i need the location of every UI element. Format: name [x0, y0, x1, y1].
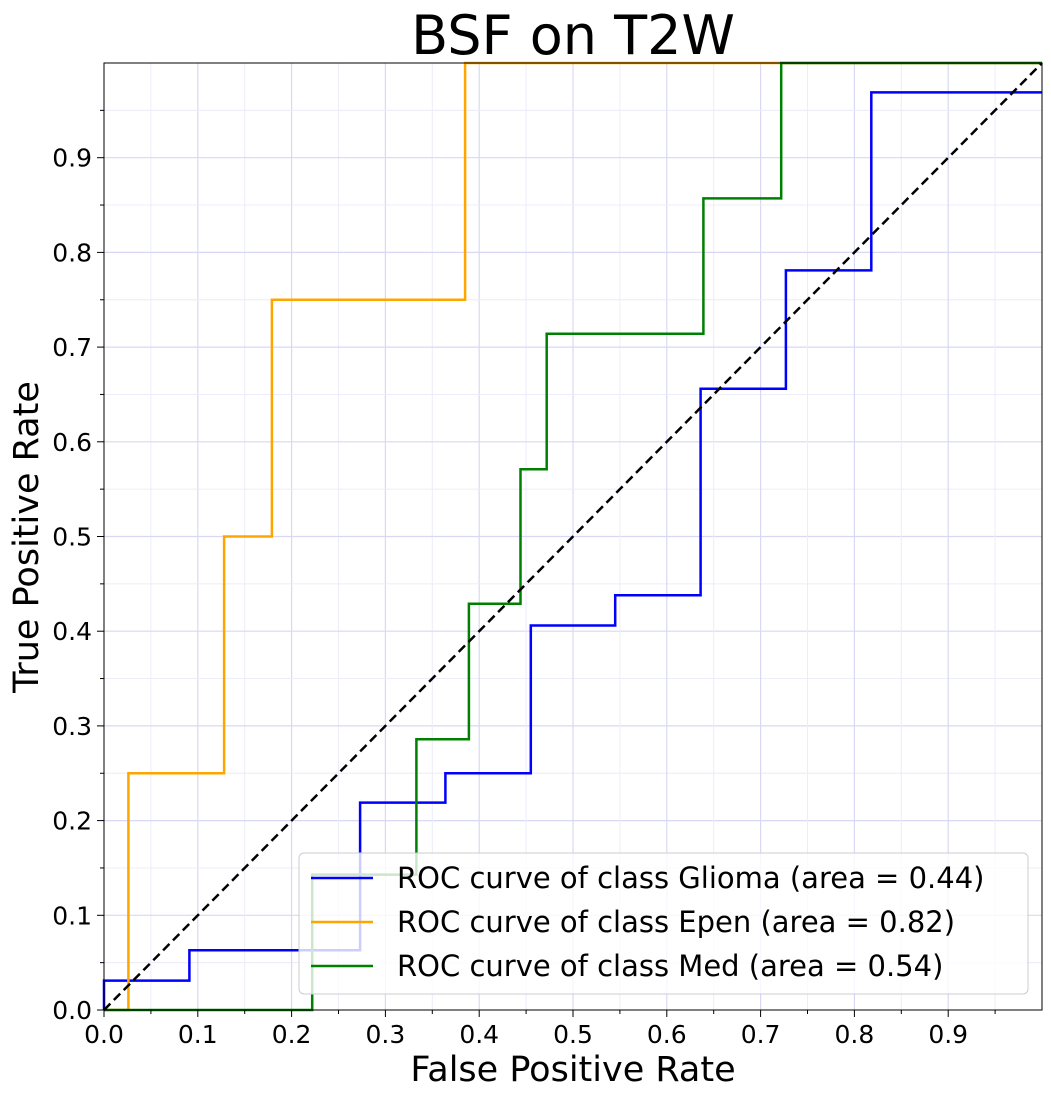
x-axis-label: False Positive Rate — [410, 1050, 735, 1090]
series-line-0 — [102, 91, 1042, 1010]
legend: ROC curve of class Glioma (area = 0.44) R… — [298, 852, 1029, 995]
y-axis: 0.0 0.1 0.2 0.3 0.4 0.5 0.6 0.7 0.8 0.9 — [52, 109, 104, 1025]
x-tick-label: 0.3 — [366, 1020, 406, 1049]
legend-box — [298, 852, 1029, 995]
chart-title: BSF on T2W — [411, 4, 735, 67]
y-tick-label: 0.1 — [52, 901, 92, 930]
x-tick-label: 0.4 — [459, 1020, 499, 1049]
y-tick-label: 0.8 — [52, 238, 92, 267]
x-tick-label: 0.5 — [553, 1020, 593, 1049]
series-line-1 — [104, 61, 1042, 1012]
y-axis-label: True Positive Rate — [7, 381, 47, 694]
y-tick-label: 0.6 — [52, 428, 92, 457]
reference-diagonal-line — [103, 62, 1043, 1011]
x-tick-label: 0.6 — [647, 1020, 687, 1049]
legend-label-1: ROC curve of class Epen (area = 0.82) — [397, 905, 955, 939]
grid — [104, 63, 1042, 1010]
x-axis: 0.0 0.1 0.2 0.3 0.4 0.5 0.6 0.7 0.8 0.9 — [84, 1010, 996, 1049]
y-tick-label: 0.2 — [52, 807, 92, 836]
x-tick-label: 0.9 — [928, 1020, 968, 1049]
y-tick-label: 0.0 — [52, 996, 92, 1025]
y-tick-label: 0.3 — [52, 712, 92, 741]
y-tick-label: 0.7 — [52, 333, 92, 362]
x-tick-label: 0.0 — [84, 1020, 124, 1049]
legend-label-0: ROC curve of class Glioma (area = 0.44) — [397, 861, 984, 895]
legend-label-2: ROC curve of class Med (area = 0.54) — [397, 949, 943, 983]
x-tick-label: 0.2 — [272, 1020, 312, 1049]
x-tick-label: 0.1 — [178, 1020, 218, 1049]
y-tick-label: 0.4 — [52, 617, 92, 646]
y-tick-label: 0.9 — [52, 144, 92, 173]
y-tick-label: 0.5 — [52, 523, 92, 552]
x-tick-label: 0.7 — [741, 1020, 781, 1049]
x-tick-label: 0.8 — [835, 1020, 875, 1049]
